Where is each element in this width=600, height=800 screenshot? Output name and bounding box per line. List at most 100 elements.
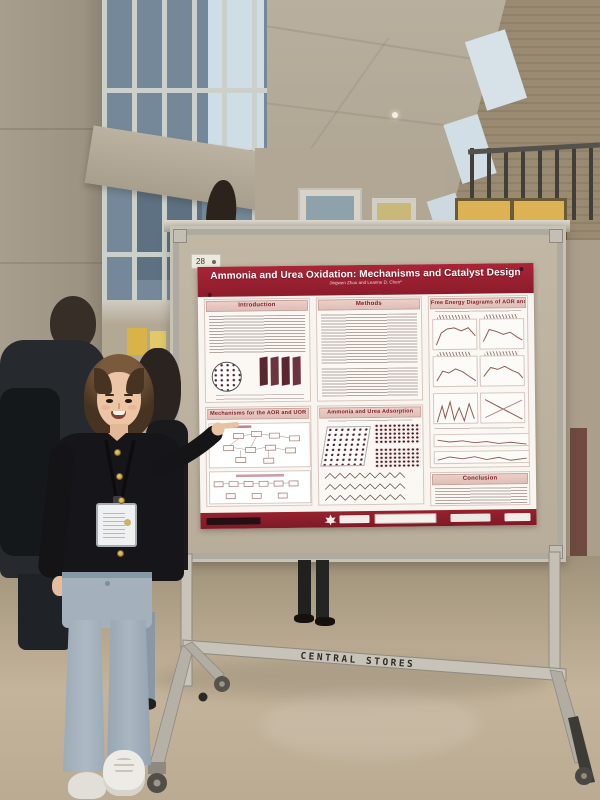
section-introduction: Introduction [203,297,312,403]
electrode-slab [270,356,279,386]
section-adsorption: Ammonia and Urea Adsorption [317,404,425,506]
woman-jeans-hips [62,572,152,628]
wide-trend-plot [433,450,530,465]
push-pin [519,267,524,272]
histogram-plot [432,392,479,425]
partner-logo [374,513,437,524]
section-free-energy: Free Energy Diagrams of AOR and UOR [427,295,530,469]
methods-text [321,313,418,365]
badge-emblem [124,519,131,526]
push-pin [212,260,216,264]
smiling-mouth [111,411,126,419]
lanyard [104,439,136,503]
window-divider [510,201,514,237]
ceiling-light [392,112,398,118]
partner-logo [450,513,491,522]
introduction-text [209,314,306,354]
section-methods-title: Methods [317,298,420,311]
species-labels [437,351,472,357]
woman-back-sneaker [68,772,106,799]
badge-clip [113,496,122,505]
person-behind-board-leg [316,560,329,620]
push-pin [207,292,212,297]
molecule-circle-figure [211,361,242,392]
jeans-button [105,581,110,586]
section-introduction-title: Introduction [205,299,308,312]
crystal-lattice-figure [320,425,371,467]
board-number-text: 28 [196,257,205,266]
yellow-notice [127,328,147,355]
free-energy-plot [479,314,525,350]
surface-slab-figure [374,423,421,444]
canada-wordmark-logo [324,513,337,525]
rolling-stand: CENTRAL STORES [147,551,595,793]
floor-stain [260,690,480,760]
frame-corner-plate [173,229,187,243]
cardigan-button [114,449,121,456]
eye [125,399,132,403]
woman-front-sneaker [103,750,145,796]
teeth [112,411,125,415]
university-logo [504,513,531,522]
section-free-energy-title: Free Energy Diagrams of AOR and UOR [429,297,526,310]
free-energy-plot [432,314,478,351]
cardigan-button [117,550,124,557]
free-energy-plot [479,351,525,387]
section-methods: Methods [315,296,424,402]
pointing-finger [217,421,239,430]
adsorbate-chain-figure [324,472,406,501]
rubber-stopper [198,692,208,702]
conclusion-text [435,487,528,505]
column-seam [0,128,104,130]
woman-face [94,368,144,428]
eye [106,399,113,403]
cheek-blush [128,405,137,410]
nose [118,403,120,409]
free-energy-plot [432,351,478,388]
hair-bang [94,368,112,394]
cardigan-button [118,497,125,504]
species-labels [484,351,519,356]
species-labels [437,314,472,320]
nserc-logo [339,514,370,524]
section-conclusion-title: Conclusion [431,473,529,486]
eyebrow [105,394,114,396]
poster-title-banner: Ammonia and Urea Oxidation: Mechanisms a… [197,262,534,298]
woman-pointing-arm [151,421,239,477]
column-seam [0,262,104,264]
scaling-plot [479,392,526,424]
section-adsorption-title: Ammonia and Urea Adsorption [319,406,422,419]
frame-corner-plate [549,229,563,243]
methods-text [321,367,418,397]
research-poster: Ammonia and Urea Oxidation: Mechanisms a… [197,262,537,530]
woman-jeans-left-leg [63,620,105,772]
species-labels [484,314,519,319]
jeans-waistband [62,572,152,578]
yellow-notice [150,331,166,353]
surface-slab-figure [374,447,421,468]
eyebrow [124,394,133,396]
electrode-slab [259,356,268,387]
woman-jeans-right-leg [107,620,151,765]
poster-board-frame: 28 Ammonia and Urea Oxidation: Mechanism… [170,226,566,562]
electrode-slab [281,356,290,386]
wide-trend-plot [433,433,530,448]
window-transom [102,88,267,93]
electrode-stack-figure [257,355,305,390]
sneaker-laces [114,758,134,774]
person-behind-board-shoe [315,617,335,626]
cardigan-button [116,473,123,480]
figure-caption [215,393,305,401]
collar-notch [108,433,126,441]
poster-footer-band [200,508,537,530]
badge-text [103,513,125,539]
name-badge [96,503,137,547]
cheek-blush [101,405,110,410]
free-energy-plot-grid [431,313,530,465]
hair-bang [126,368,144,394]
subcaption [434,427,525,432]
lab-logo [206,516,261,525]
section-conclusion: Conclusion [429,471,531,507]
person-behind-board-shoe [294,614,314,623]
